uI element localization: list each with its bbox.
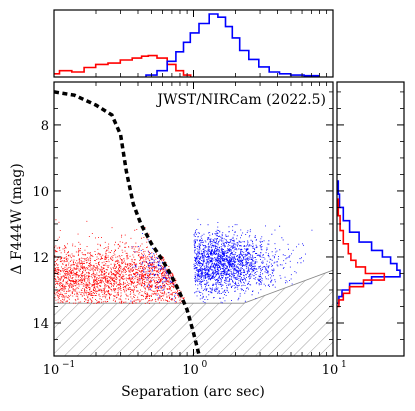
hatched-region xyxy=(54,269,333,356)
blue-scatter-series xyxy=(130,218,313,304)
right-histogram-blue xyxy=(337,180,401,304)
red-scatter-series xyxy=(54,219,186,304)
contrast-curve-line xyxy=(54,90,201,356)
y-tick-label: 10 xyxy=(32,185,49,200)
x-tick-exponent: 0 xyxy=(202,360,208,370)
contrast-curve xyxy=(54,90,201,356)
y-tick-label: 12 xyxy=(32,251,49,266)
y-tick-label: 8 xyxy=(41,119,49,134)
right-histogram-frame xyxy=(336,81,405,357)
top-histogram-red xyxy=(54,54,192,77)
x-tick-label: 10 xyxy=(322,363,339,378)
hatched-area xyxy=(54,270,333,356)
right-histogram-ticks xyxy=(337,91,404,357)
x-tick-exponent: 1 xyxy=(341,360,347,370)
x-tick-label: 10 xyxy=(43,363,60,378)
top-histogram-blue xyxy=(145,13,320,77)
x-axis-label: Separation (arc sec) xyxy=(121,384,265,400)
y-tick-label: 14 xyxy=(32,317,49,332)
red-scatter-points xyxy=(54,219,186,304)
x-tick-label: 10 xyxy=(182,363,199,378)
hatched-boundary xyxy=(54,269,333,304)
top-histogram xyxy=(53,9,334,78)
right-histogram xyxy=(336,81,405,357)
top-histogram-ticks xyxy=(53,10,334,77)
x-tick-exponent: −1 xyxy=(62,360,75,370)
right-histogram-red xyxy=(337,198,386,308)
annotation-label: JWST/NIRCam (2022.5) xyxy=(155,92,326,108)
y-axis-label: Δ F444W (mag) xyxy=(9,163,25,274)
blue-scatter-points xyxy=(130,218,313,304)
